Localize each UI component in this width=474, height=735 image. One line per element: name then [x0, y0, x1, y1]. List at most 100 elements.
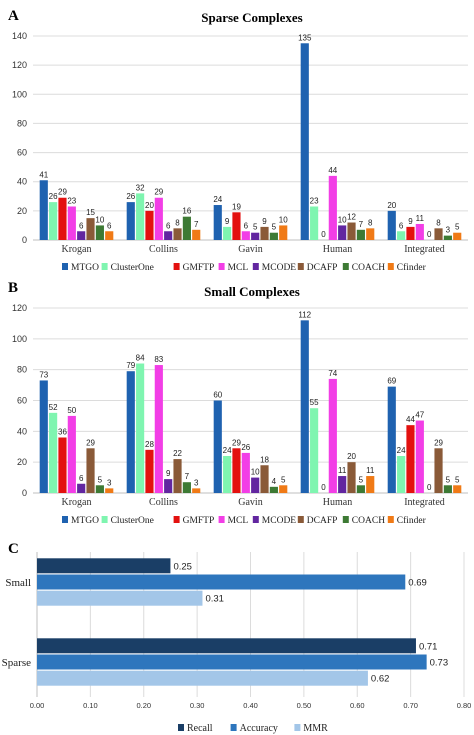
bar-clusterone-gavin — [223, 456, 232, 493]
data-label: 8 — [175, 218, 180, 227]
data-label: 0.69 — [408, 578, 427, 589]
data-label: 135 — [298, 33, 312, 42]
legend-swatch-coach — [342, 516, 349, 523]
bar-accuracy-small — [37, 574, 406, 590]
data-label: 50 — [67, 406, 76, 415]
bar-coach-gavin — [269, 486, 278, 493]
bar-clusterone-krogan — [49, 412, 58, 493]
bar-mcode-krogan — [77, 483, 86, 493]
data-label: 0.73 — [430, 658, 449, 669]
bar-mmr-sparse — [37, 670, 368, 686]
data-label: 79 — [126, 361, 135, 370]
data-label: 32 — [136, 183, 145, 192]
data-label: 9 — [262, 217, 267, 226]
y-tick-label: 120 — [12, 303, 27, 313]
bar-dcafp-krogan — [86, 448, 95, 493]
bar-mcode-krogan — [77, 231, 86, 240]
data-label: 74 — [328, 369, 337, 378]
y-tick-label: 20 — [17, 457, 27, 467]
bar-coach-krogan — [95, 225, 104, 240]
x-tick-label: Human — [323, 244, 352, 255]
data-label: 10 — [95, 215, 104, 224]
legend-swatch-recall — [178, 724, 184, 731]
legend-label: MCODE — [262, 516, 297, 526]
data-label: 10 — [251, 468, 260, 477]
data-label: 8 — [436, 218, 441, 227]
legend-swatch-gmftp — [173, 263, 180, 270]
legend-swatch-mcl — [218, 263, 225, 270]
data-label: 5 — [359, 475, 364, 484]
bar-mtgo-human — [300, 43, 309, 241]
data-label: 4 — [272, 477, 277, 486]
data-label: 7 — [185, 472, 190, 481]
bar-gmftp-integrated — [406, 425, 415, 493]
legend-swatch-cfinder — [387, 263, 394, 270]
data-label: 16 — [182, 207, 191, 216]
legend-label: GMFTP — [183, 516, 215, 526]
legend-label: GMFTP — [183, 263, 215, 273]
data-label: 23 — [310, 196, 319, 205]
data-label: 19 — [232, 202, 241, 211]
x-tick-label: Krogan — [62, 244, 92, 255]
data-label: 5 — [446, 475, 451, 484]
data-label: 55 — [310, 398, 319, 407]
bar-mtgo-integrated — [387, 210, 396, 240]
bar-mtgo-gavin — [213, 400, 222, 493]
bar-coach-krogan — [95, 485, 104, 493]
data-label: 0.62 — [371, 674, 390, 685]
data-label: 73 — [39, 370, 48, 379]
bar-mcode-collins — [164, 479, 173, 493]
bar-mcl-integrated — [415, 420, 424, 493]
data-label: 6 — [244, 221, 249, 230]
bar-dcafp-krogan — [86, 218, 95, 240]
data-label: 5 — [455, 223, 460, 232]
data-label: 18 — [260, 455, 269, 464]
legend-swatch-clusterone — [101, 263, 108, 270]
y-tick-label: 100 — [12, 334, 27, 344]
legend-label: MMR — [303, 723, 328, 734]
data-label: 0.25 — [173, 561, 192, 572]
x-tick-label: Integrated — [404, 497, 445, 508]
data-label: 29 — [434, 438, 443, 447]
y-tick-label: 80 — [17, 365, 27, 375]
bar-mcl-krogan — [67, 415, 76, 493]
data-label: 6 — [166, 221, 171, 230]
panel-a-letter: A — [8, 8, 19, 24]
data-label: 11 — [366, 466, 375, 475]
data-label: 10 — [338, 215, 347, 224]
bar-cfinder-human — [366, 228, 375, 240]
data-label: 5 — [98, 475, 103, 484]
bar-dcafp-human — [347, 222, 356, 240]
data-label: 20 — [347, 452, 356, 461]
bar-mcl-integrated — [415, 223, 424, 240]
legend-label: MCODE — [262, 263, 297, 273]
bar-cfinder-collins — [192, 488, 201, 493]
data-label: 3 — [194, 478, 199, 487]
x-tick-label: 0.00 — [30, 701, 45, 710]
x-tick-label: 0.60 — [350, 701, 365, 710]
bar-cfinder-integrated — [453, 232, 462, 240]
x-tick-label: Collins — [149, 244, 178, 255]
legend-label: DCAFP — [307, 516, 338, 526]
x-tick-label: Gavin — [238, 244, 262, 255]
y-tick-label: 120 — [12, 60, 27, 70]
legend-swatch-dcafp — [297, 516, 304, 523]
bar-mcode-human — [338, 476, 347, 493]
data-label: 26 — [49, 192, 58, 201]
data-label: 26 — [126, 192, 135, 201]
x-tick-label: 0.20 — [136, 701, 151, 710]
bar-dcafp-gavin — [260, 226, 269, 240]
data-label: 0.71 — [419, 641, 438, 652]
y-tick-label: Sparse — [2, 657, 31, 669]
y-tick-label: 80 — [17, 118, 27, 128]
data-label: 84 — [136, 354, 145, 363]
bar-mtgo-gavin — [213, 205, 222, 240]
bar-mcl-gavin — [241, 452, 250, 493]
bar-mtgo-krogan — [39, 380, 48, 493]
bar-clusterone-integrated — [397, 456, 406, 493]
bar-cfinder-krogan — [105, 488, 114, 493]
bar-gmftp-collins — [145, 210, 154, 240]
